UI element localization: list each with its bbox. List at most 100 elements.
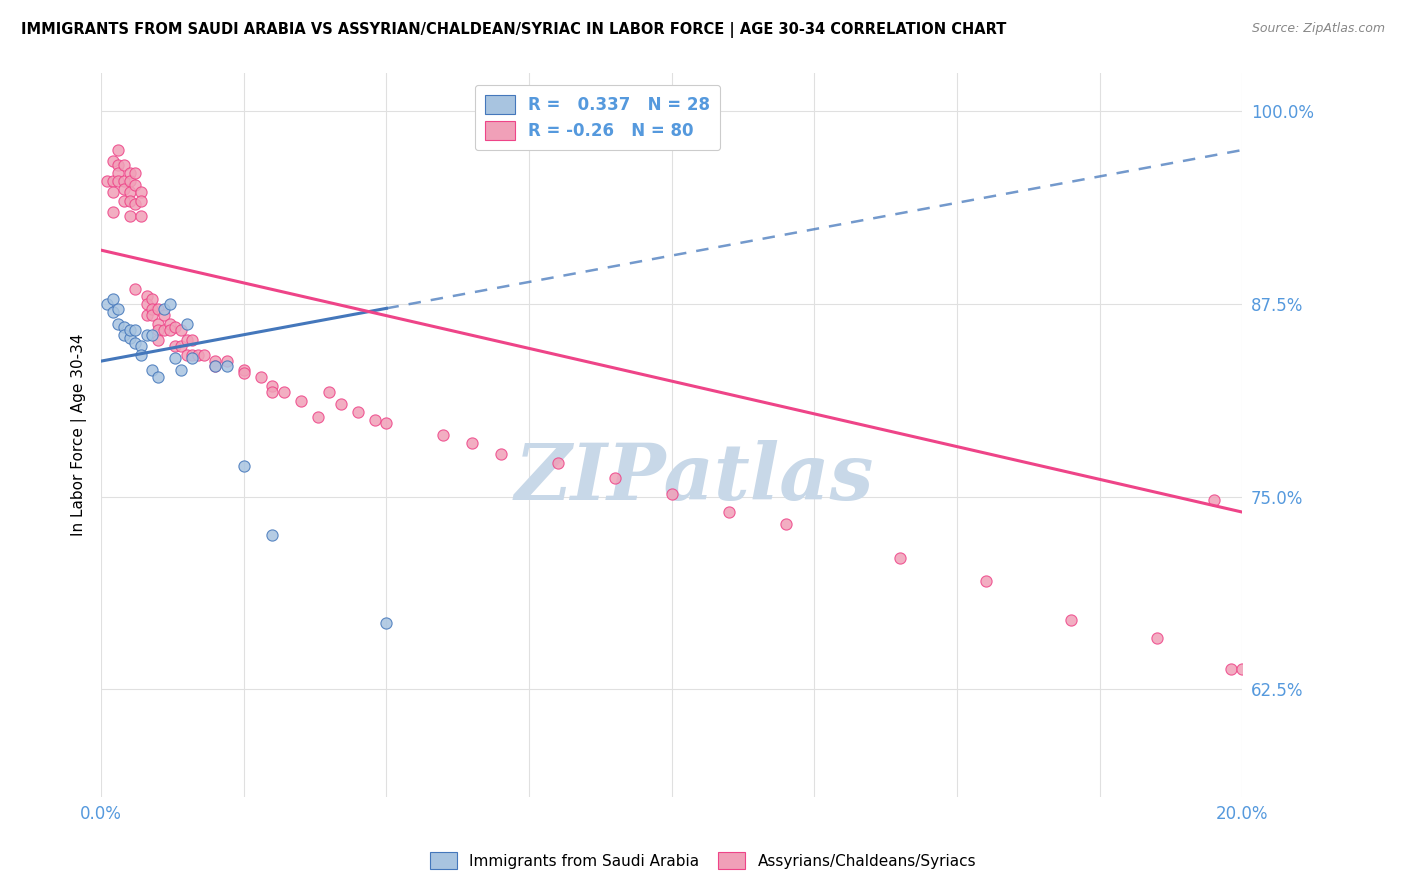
Point [181,348,204,362]
Point [141,363,163,377]
Point [176,348,198,362]
Point [112,327,135,342]
Point [107,166,129,180]
Point [889,551,911,566]
Point [107,158,129,172]
Point [141,301,163,316]
Point [181,333,204,347]
Point [165,351,187,365]
Point [148,317,170,331]
Point [170,339,193,353]
Point [96,174,118,188]
Point [432,428,454,442]
Point [141,293,163,307]
Point [318,384,340,399]
Point [159,297,181,311]
Text: ZIPatlas: ZIPatlas [515,441,875,516]
Point [153,323,176,337]
Point [101,293,124,307]
Point [347,405,370,419]
Point [107,301,129,316]
Point [290,394,312,409]
Point [112,320,135,334]
Point [193,348,215,362]
Point [107,174,129,188]
Point [101,174,124,188]
Point [1146,632,1168,646]
Point [204,359,226,373]
Point [461,435,484,450]
Point [364,412,387,426]
Point [118,323,141,337]
Point [141,308,163,322]
Point [101,305,124,319]
Point [124,197,146,211]
Point [124,323,146,337]
Point [170,323,193,337]
Point [262,384,284,399]
Point [112,181,135,195]
Point [974,574,997,589]
Point [141,327,163,342]
Point [273,384,295,399]
Point [661,486,683,500]
Point [112,174,135,188]
Point [118,185,141,199]
Point [124,178,146,193]
Point [148,333,170,347]
Point [165,339,187,353]
Point [148,301,170,316]
Point [187,348,209,362]
Point [176,317,198,331]
Legend: Immigrants from Saudi Arabia, Assyrians/Chaldeans/Syriacs: Immigrants from Saudi Arabia, Assyrians/… [423,846,983,875]
Point [250,369,273,384]
Point [118,331,141,345]
Point [215,359,238,373]
Point [232,367,254,381]
Point [135,289,157,303]
Point [153,308,176,322]
Point [204,359,226,373]
Point [96,297,118,311]
Point [124,166,146,180]
Point [329,397,352,411]
Legend: R =   0.337   N = 28, R = -0.26   N = 80: R = 0.337 N = 28, R = -0.26 N = 80 [475,85,720,150]
Point [101,185,124,199]
Point [129,194,152,208]
Point [101,153,124,168]
Point [1219,662,1241,676]
Point [1202,492,1225,507]
Point [129,348,152,362]
Point [232,458,254,473]
Point [129,185,152,199]
Point [307,409,329,424]
Point [262,378,284,392]
Point [215,354,238,368]
Point [375,615,398,630]
Point [135,297,157,311]
Point [204,354,226,368]
Point [775,517,797,532]
Point [135,308,157,322]
Point [124,282,146,296]
Point [1060,613,1083,627]
Point [181,351,204,365]
Point [170,363,193,377]
Point [112,158,135,172]
Point [118,166,141,180]
Point [176,333,198,347]
Point [118,209,141,223]
Point [375,416,398,430]
Point [232,363,254,377]
Text: Source: ZipAtlas.com: Source: ZipAtlas.com [1251,22,1385,36]
Point [165,320,187,334]
Y-axis label: In Labor Force | Age 30-34: In Labor Force | Age 30-34 [72,334,87,536]
Point [159,323,181,337]
Point [107,143,129,157]
Point [118,174,141,188]
Point [153,301,176,316]
Point [148,323,170,337]
Point [129,339,152,353]
Point [129,209,152,223]
Point [148,369,170,384]
